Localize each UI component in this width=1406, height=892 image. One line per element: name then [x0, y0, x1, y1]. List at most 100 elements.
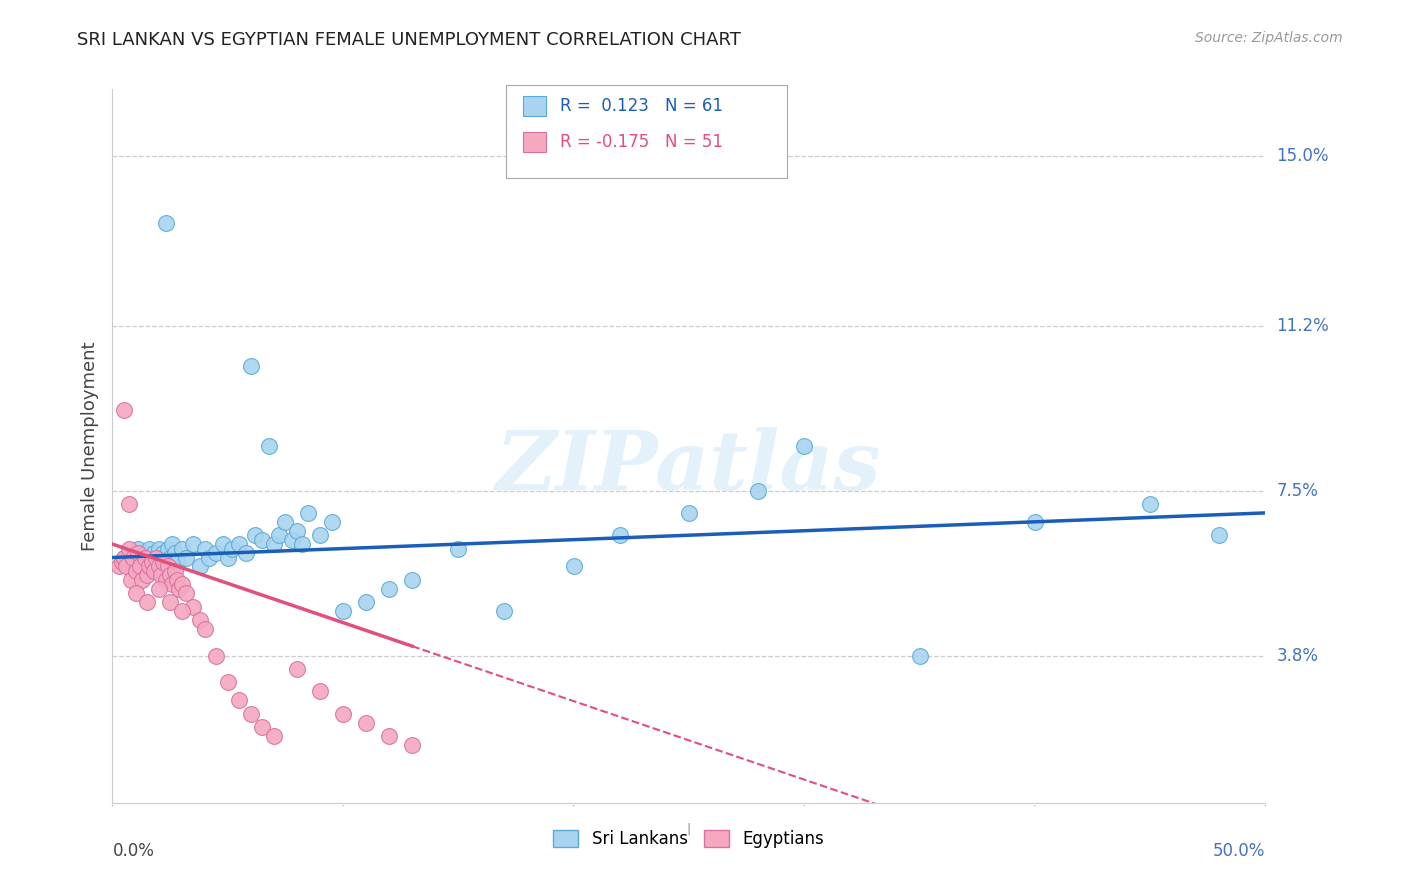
Text: R = -0.175: R = -0.175: [560, 133, 648, 151]
Text: Source: ZipAtlas.com: Source: ZipAtlas.com: [1195, 31, 1343, 45]
Point: [117, 541, 139, 556]
Point: [194, 622, 217, 636]
Point: [1139, 497, 1161, 511]
Point: [149, 568, 172, 582]
Point: [152, 555, 174, 569]
Y-axis label: Female Unemployment: Female Unemployment: [80, 342, 98, 550]
Point: [378, 729, 401, 743]
Point: [252, 720, 274, 734]
Point: [181, 537, 204, 551]
Point: [124, 564, 146, 578]
Point: [678, 506, 700, 520]
Point: [166, 555, 188, 569]
Point: [141, 550, 163, 565]
Point: [155, 573, 177, 587]
Point: [169, 582, 191, 596]
Point: [239, 359, 262, 373]
Point: [252, 533, 274, 547]
Point: [148, 559, 170, 574]
Point: [285, 662, 308, 676]
Point: [149, 550, 172, 565]
Point: [174, 586, 197, 600]
Point: [217, 675, 239, 690]
Point: [162, 537, 184, 551]
Point: [170, 541, 193, 556]
Point: [494, 604, 516, 618]
Point: [127, 546, 149, 560]
Point: [609, 528, 631, 542]
Point: [117, 497, 139, 511]
Point: [378, 582, 401, 596]
Text: 11.2%: 11.2%: [1277, 317, 1329, 334]
Point: [148, 541, 170, 556]
Text: 15.0%: 15.0%: [1277, 147, 1329, 165]
Point: [170, 604, 193, 618]
Point: [156, 559, 179, 574]
Point: [120, 573, 142, 587]
Point: [290, 537, 312, 551]
Point: [245, 528, 267, 542]
Point: [354, 595, 377, 609]
Point: [134, 550, 156, 565]
Point: [285, 524, 308, 538]
Point: [131, 573, 153, 587]
Point: [908, 648, 931, 663]
Point: [321, 515, 343, 529]
Legend: Sri Lankans, Egyptians: Sri Lankans, Egyptians: [547, 823, 831, 855]
Point: [152, 546, 174, 560]
Point: [138, 559, 160, 574]
Text: |: |: [686, 822, 692, 835]
Point: [155, 216, 177, 230]
Point: [259, 439, 281, 453]
Point: [131, 550, 153, 565]
Point: [156, 541, 179, 556]
Point: [401, 573, 423, 587]
Point: [115, 559, 138, 574]
Point: [141, 555, 163, 569]
Point: [112, 403, 135, 417]
Point: [239, 706, 262, 721]
Point: [143, 546, 166, 560]
Point: [205, 546, 228, 560]
Point: [163, 546, 186, 560]
Point: [148, 582, 170, 596]
Text: 50.0%: 50.0%: [1213, 842, 1265, 860]
Point: [235, 546, 257, 560]
Text: N = 61: N = 61: [665, 97, 723, 115]
Point: [174, 550, 197, 565]
Point: [309, 528, 332, 542]
Point: [332, 604, 354, 618]
Point: [163, 564, 186, 578]
Point: [111, 555, 134, 569]
Point: [145, 559, 167, 574]
Point: [112, 550, 135, 565]
Point: [228, 537, 250, 551]
Point: [159, 568, 181, 582]
Point: [401, 738, 423, 752]
Point: [212, 537, 235, 551]
Point: [188, 613, 211, 627]
Point: [198, 550, 221, 565]
Point: [194, 541, 217, 556]
Point: [136, 568, 159, 582]
Point: [162, 577, 184, 591]
Text: R =  0.123: R = 0.123: [560, 97, 648, 115]
Point: [274, 515, 297, 529]
Point: [332, 706, 354, 721]
Point: [263, 537, 285, 551]
Point: [1208, 528, 1230, 542]
Text: 0.0%: 0.0%: [112, 842, 155, 860]
Point: [166, 573, 188, 587]
Point: [217, 550, 239, 565]
Point: [134, 546, 156, 560]
Point: [188, 559, 211, 574]
Point: [138, 541, 160, 556]
Point: [159, 595, 181, 609]
Text: 3.8%: 3.8%: [1277, 647, 1319, 665]
Text: 7.5%: 7.5%: [1277, 482, 1319, 500]
Point: [263, 729, 285, 743]
Point: [181, 599, 204, 614]
Point: [112, 550, 135, 565]
Point: [354, 715, 377, 730]
Point: [122, 550, 145, 565]
